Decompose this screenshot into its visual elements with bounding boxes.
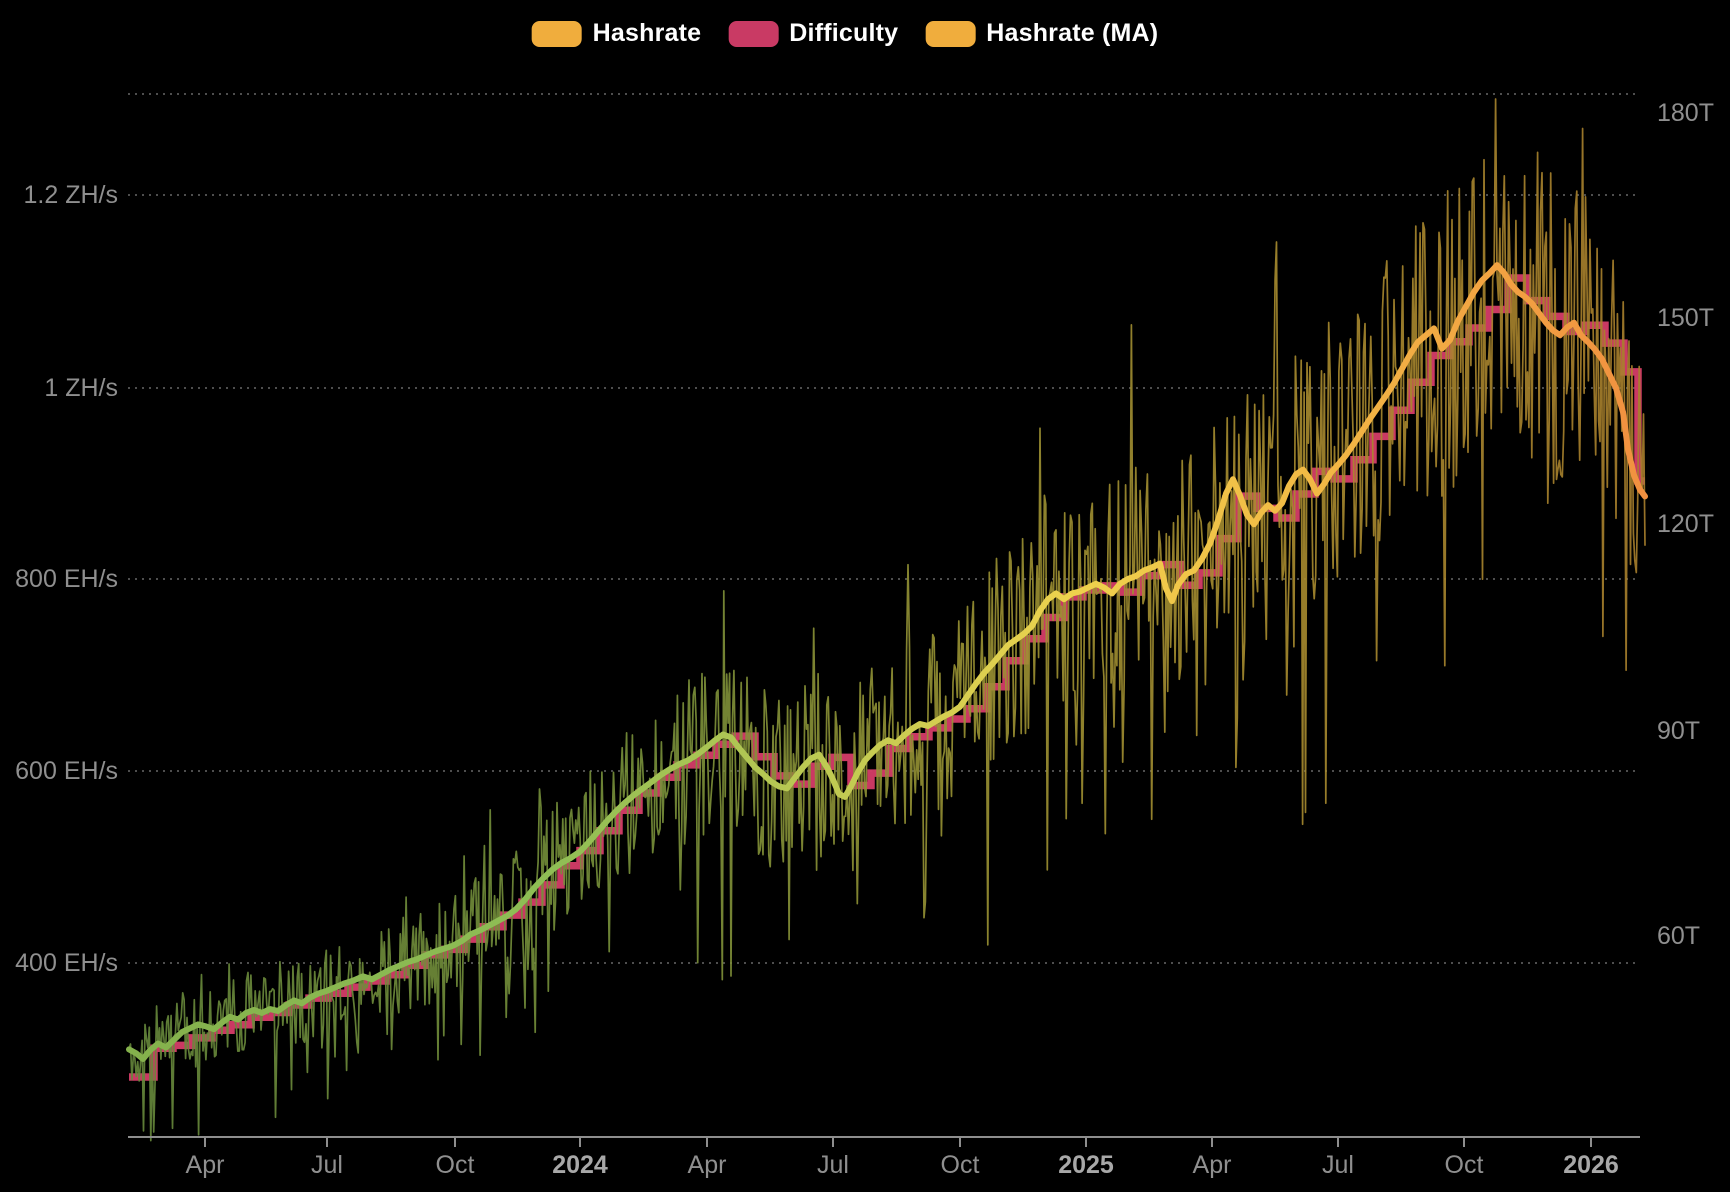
y-right-tick-label: 90T <box>1657 717 1700 745</box>
x-tick-label-year: 2026 <box>1563 1151 1619 1179</box>
x-tick-label-month: Apr <box>186 1151 225 1179</box>
y-left-tick-label: 800 EH/s <box>15 565 118 593</box>
legend-item-hashrate[interactable]: Hashrate <box>531 19 702 48</box>
y-left-tick-label: 400 EH/s <box>15 949 118 977</box>
legend-item-difficulty[interactable]: Difficulty <box>728 19 898 48</box>
legend-swatch-icon <box>925 20 976 47</box>
x-tick-label-year: 2025 <box>1058 1151 1114 1179</box>
x-tick-label-month: Apr <box>688 1151 727 1179</box>
x-tick-label-month: Jul <box>1322 1151 1354 1179</box>
hashrate-ma-series <box>126 262 1648 1062</box>
legend-swatch-icon <box>531 20 582 47</box>
legend-label: Difficulty <box>789 19 899 47</box>
legend-label: Hashrate <box>592 19 702 47</box>
y-right-tick-label: 60T <box>1657 922 1700 950</box>
y-left-tick-label: 600 EH/s <box>15 757 118 785</box>
x-tick-label-month: Jul <box>311 1151 343 1179</box>
hashrate-raw-series <box>128 98 1646 1142</box>
chart-legend: Hashrate Difficulty Hashrate (MA) <box>531 19 1159 48</box>
axes-layer: 1.2 ZH/s 1 ZH/s 800 EH/s 600 EH/s 400 EH/s 18… <box>15 99 1714 1179</box>
x-tick-label-month: Oct <box>1445 1151 1484 1179</box>
y-left-tick-label: 1 ZH/s <box>44 374 118 402</box>
x-tick-label-month: Oct <box>436 1151 475 1179</box>
y-right-tick-label: 180T <box>1657 99 1714 127</box>
x-tick-label-month: Oct <box>941 1151 980 1179</box>
y-left-tick-label: 1.2 ZH/s <box>24 181 118 209</box>
x-tick-label-month: Apr <box>1193 1151 1232 1179</box>
x-tick-label-year: 2024 <box>552 1151 608 1179</box>
legend-swatch-icon <box>728 20 779 47</box>
y-right-tick-label: 120T <box>1657 510 1714 538</box>
legend-item-hashrate-ma[interactable]: Hashrate (MA) <box>925 19 1158 48</box>
gridlines-layer <box>128 93 1640 964</box>
x-tick-label-month: Jul <box>817 1151 849 1179</box>
y-right-tick-label: 150T <box>1657 304 1714 332</box>
series-layer <box>126 98 1648 1142</box>
legend-label: Hashrate (MA) <box>986 19 1159 47</box>
